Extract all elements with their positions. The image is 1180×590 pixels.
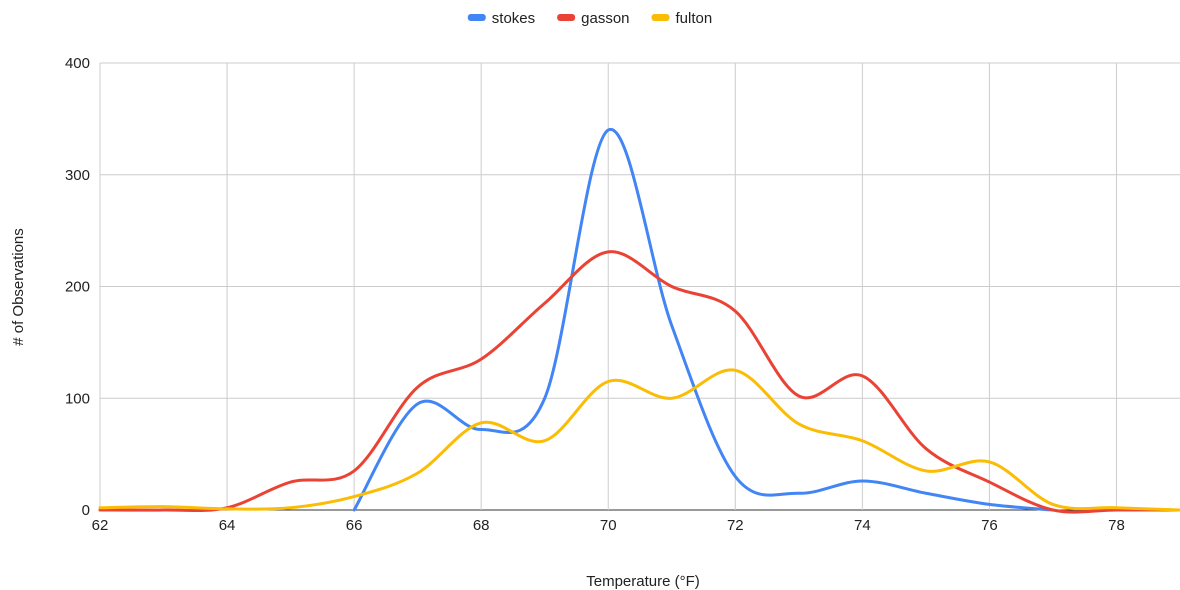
y-axis-label: # of Observations [10, 228, 27, 346]
series-line-fulton [98, 368, 1180, 512]
legend-label-fulton: fulton [676, 10, 713, 27]
x-tick-label: 78 [1108, 517, 1125, 534]
x-tick-label: 64 [219, 517, 236, 534]
plot-area [98, 128, 1180, 514]
grid-lines [99, 62, 1180, 511]
y-tick-label: 200 [65, 279, 90, 296]
series-line-stokes [352, 128, 1055, 512]
y-tick-label: 400 [65, 55, 90, 72]
x-tick-label: 68 [473, 517, 490, 534]
legend-label-gasson: gasson [581, 10, 629, 27]
x-tick-label: 62 [92, 517, 109, 534]
legend-label-stokes: stokes [492, 10, 535, 27]
x-tick-label: 74 [854, 517, 871, 534]
series-line-gasson [98, 250, 1180, 514]
x-tick-label: 66 [346, 517, 363, 534]
y-tick-label: 0 [82, 502, 90, 519]
x-axis-label: Temperature (°F) [586, 573, 700, 590]
y-tick-label: 100 [65, 390, 90, 407]
legend-swatch-stokes [467, 14, 486, 21]
legend-swatch-gasson [557, 14, 576, 21]
legend-swatch-fulton [651, 14, 670, 21]
x-tick-label: 76 [981, 517, 998, 534]
y-tick-label: 300 [65, 167, 90, 184]
x-tick-label: 72 [727, 517, 744, 534]
legend: stokes gasson fulton [467, 10, 713, 27]
tick-labels: 0 100 200 300 400 62 64 66 68 70 72 74 76 78 [65, 55, 1125, 534]
x-tick-label: 70 [600, 517, 617, 534]
